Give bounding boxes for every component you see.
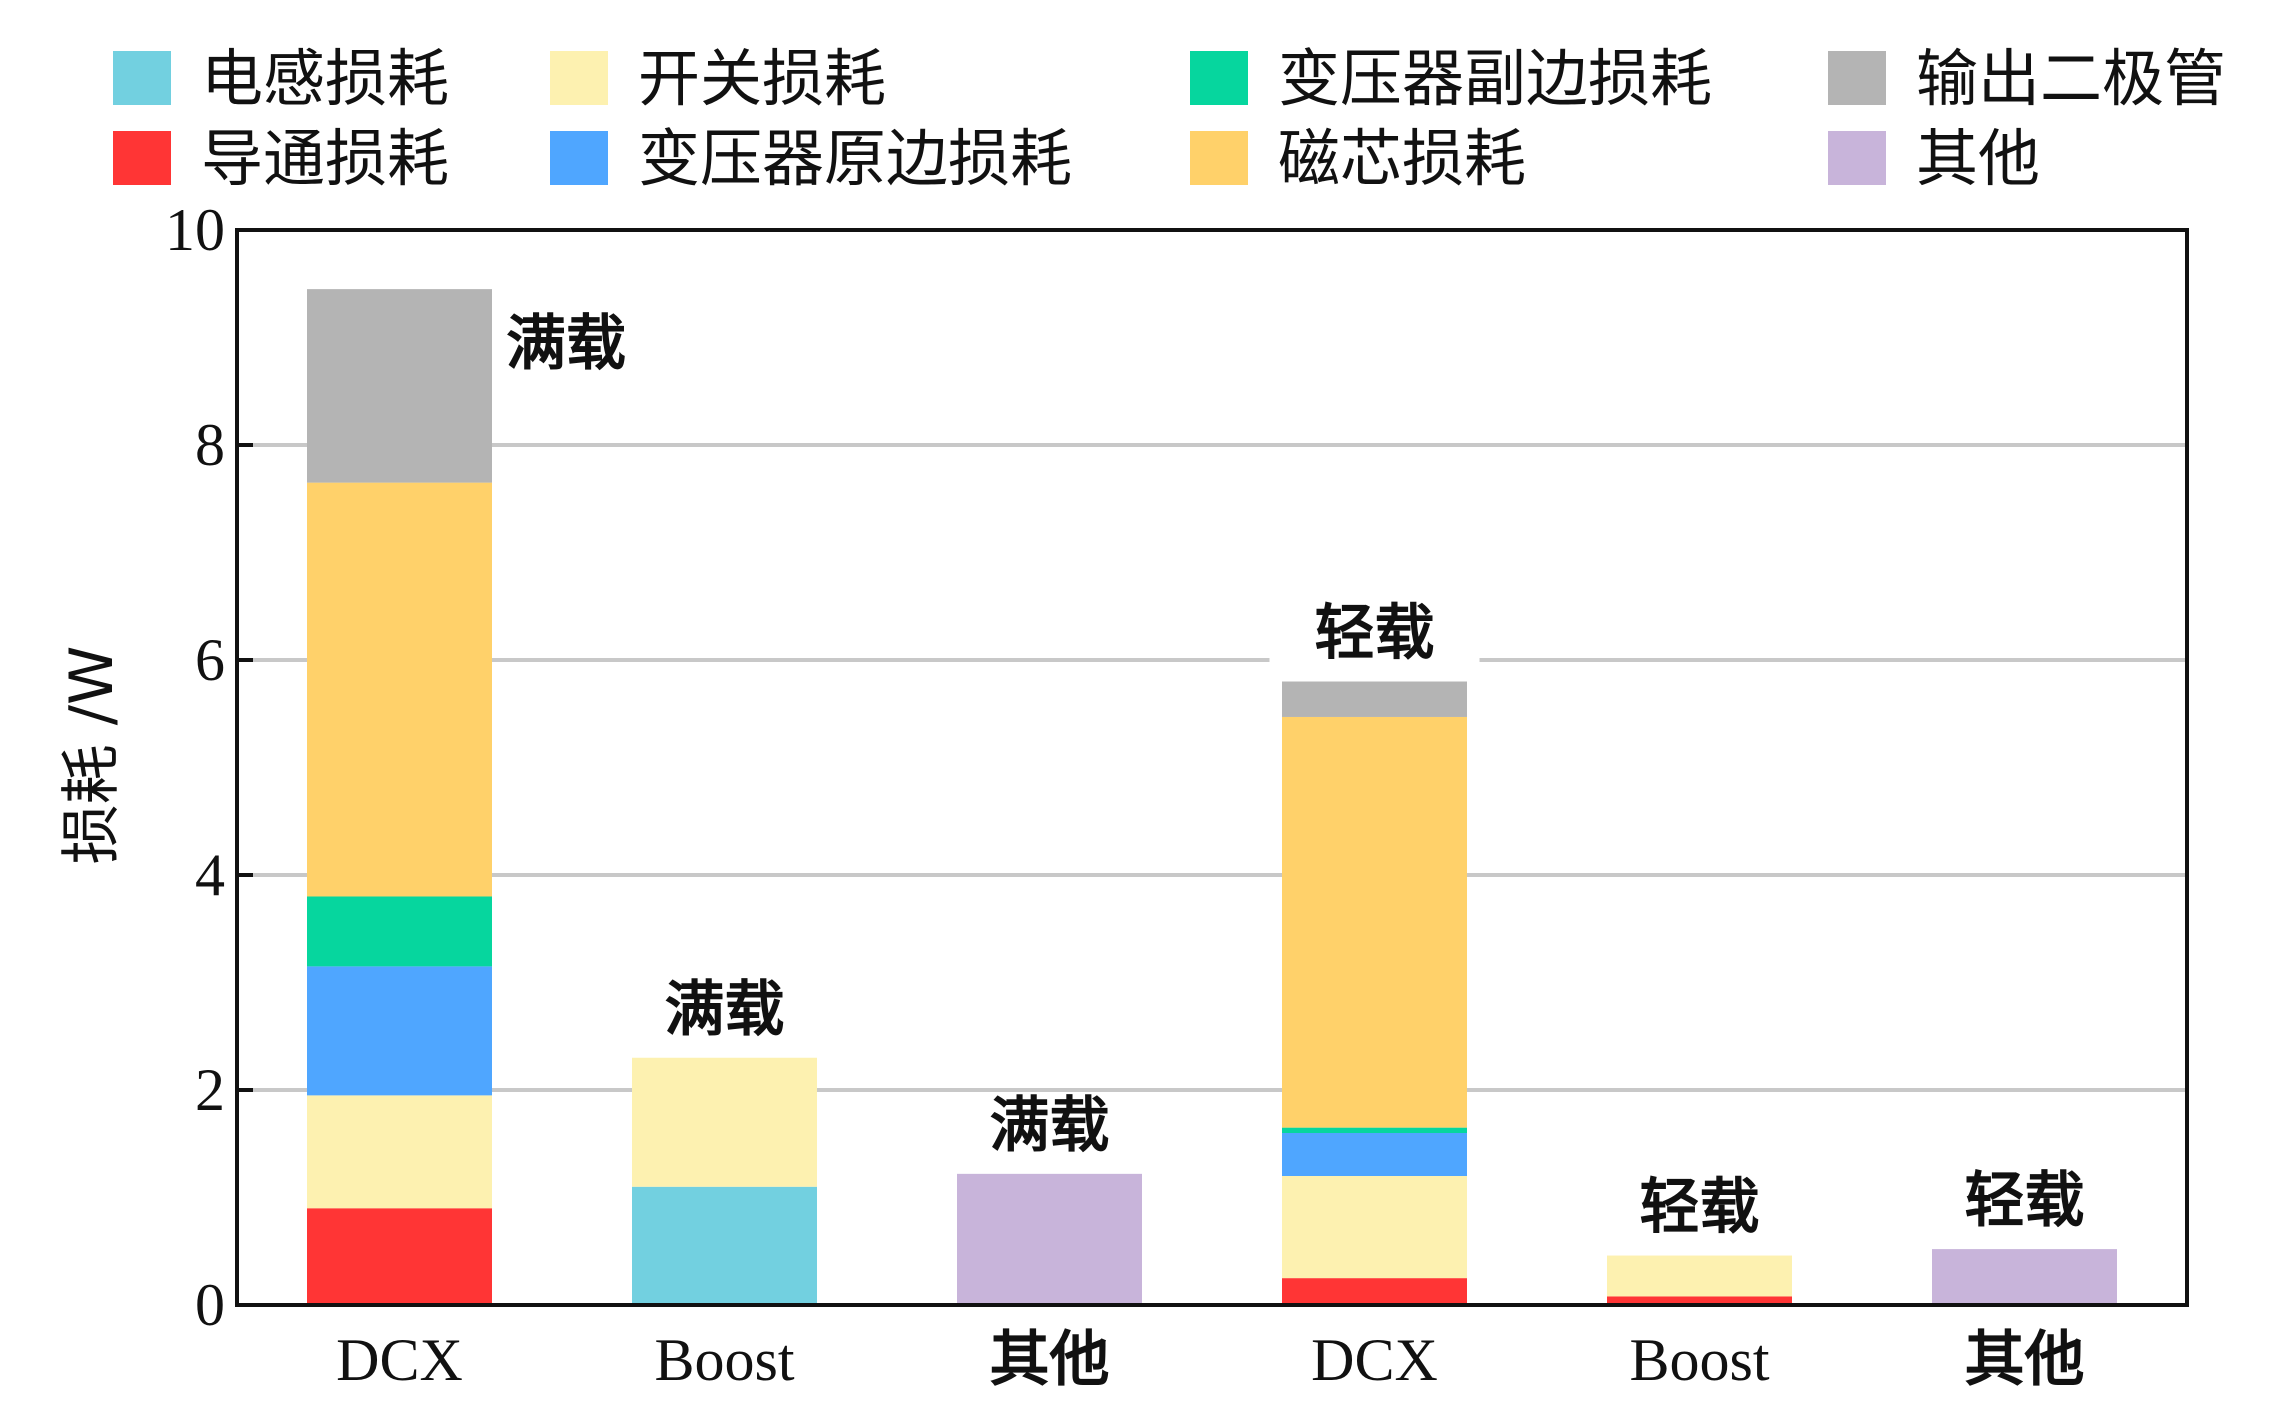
legend-label: 其他 [1916, 122, 2040, 195]
legend-label: 变压器副边损耗 [1278, 42, 1712, 115]
legend-swatch [1190, 51, 1248, 105]
bar-segment [1607, 1296, 1792, 1305]
bar-annotation: 满载 [506, 309, 626, 379]
bar-segment [1282, 1127, 1467, 1133]
gridlines [237, 443, 2187, 1092]
y-tick-label: 2 [195, 1057, 225, 1123]
x-tick-label: Boost [1629, 1327, 1769, 1393]
y-tick-label: 6 [195, 627, 225, 693]
legend-swatch [1190, 131, 1248, 185]
x-tick-label: 其他 [990, 1325, 1110, 1395]
bar-segment [307, 482, 492, 897]
bar-segment [1932, 1249, 2117, 1305]
plot-frame [235, 228, 2189, 1307]
x-tick-label: DCX [1311, 1327, 1438, 1393]
legend-label: 磁芯损耗 [1278, 122, 1526, 195]
legend-label: 变压器原边损耗 [638, 122, 1072, 195]
legend-swatch [550, 51, 608, 105]
bar-segment [307, 1208, 492, 1305]
bar-segment [1282, 1133, 1467, 1176]
legend-label: 输出二极管 [1916, 42, 2226, 115]
bar-annotation: 满载 [665, 975, 785, 1045]
bar-annotation: 轻载 [1315, 599, 1435, 669]
bar-segment [632, 1057, 817, 1187]
bar-segment [1282, 716, 1467, 1128]
legend-label: 电感损耗 [201, 42, 449, 115]
y-tick-label: 10 [165, 197, 225, 263]
x-tick-label: DCX [336, 1327, 463, 1393]
y-axis-label: 损耗 /W [57, 646, 127, 865]
y-tick-label: 0 [195, 1272, 225, 1338]
legend-swatch [113, 131, 171, 185]
x-axis: DCX Boost 其他 DCX Boost 其他 [336, 1325, 2084, 1395]
y-axis: 0 2 4 6 8 10 [165, 197, 253, 1338]
bar-annotation: 轻载 [1640, 1173, 1760, 1243]
legend-swatch [1828, 51, 1886, 105]
annotation-background [1269, 589, 1480, 666]
legend-label: 开关损耗 [638, 42, 886, 115]
bars [307, 289, 2117, 1305]
y-tick-label: 4 [195, 842, 225, 908]
bar-segment [1282, 681, 1467, 717]
bar-segment [1282, 1278, 1467, 1305]
legend-swatch [550, 131, 608, 185]
bar-segment [957, 1173, 1142, 1305]
bar-annotation: 轻载 [1965, 1166, 2085, 1236]
legend-swatch [1828, 131, 1886, 185]
x-tick-label: Boost [654, 1327, 794, 1393]
bar-segment [307, 896, 492, 967]
bar-segment [307, 1095, 492, 1209]
bar-segment [632, 1186, 817, 1305]
legend-swatch [113, 51, 171, 105]
legend-label: 导通损耗 [201, 122, 449, 195]
y-tick-label: 8 [195, 412, 225, 478]
bar-segment [1607, 1255, 1792, 1297]
bar-segment [1282, 1176, 1467, 1279]
x-tick-label: 其他 [1965, 1325, 2085, 1395]
bar-segment [307, 289, 492, 483]
bar-annotation: 满载 [990, 1091, 1110, 1161]
bar-segment [307, 966, 492, 1096]
